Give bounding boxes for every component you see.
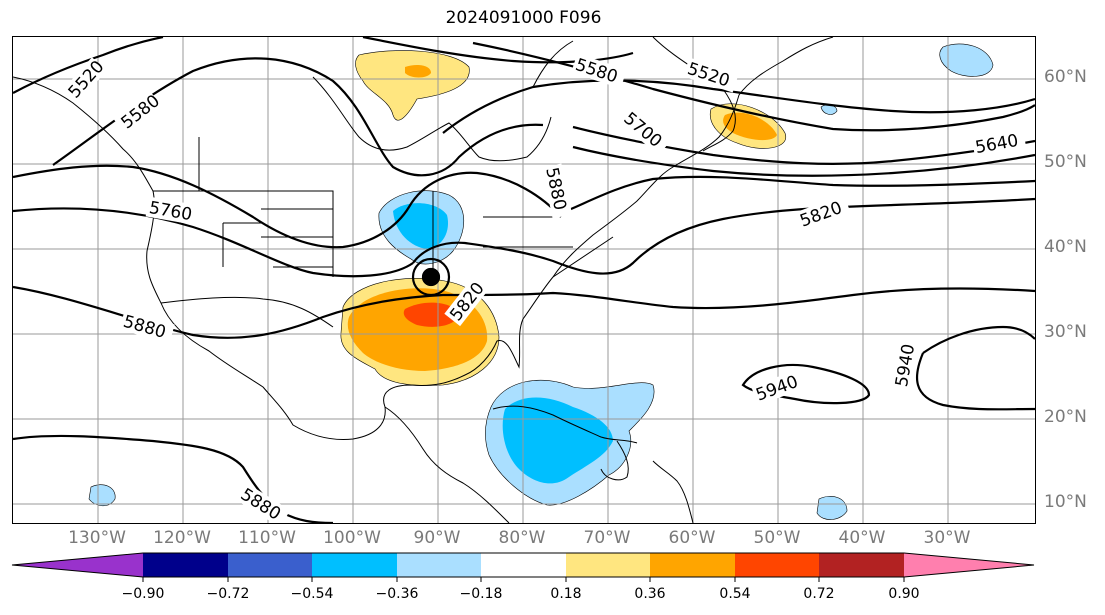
latitude-label-60n: 60°N bbox=[1044, 67, 1087, 87]
graticule bbox=[13, 37, 1035, 523]
colorbar-segment-7 bbox=[650, 553, 735, 577]
longitude-label-110w: 110°W bbox=[238, 528, 296, 548]
colorbar-tick-neg-018: −0.18 bbox=[459, 586, 503, 602]
colorbar-segment-9 bbox=[819, 553, 904, 577]
colorbar-segment-max bbox=[904, 553, 1034, 577]
colorbar-segment-3 bbox=[312, 553, 397, 577]
contour-label-5520-west: 5520 bbox=[65, 57, 109, 103]
colorbar-tick-090: 0.90 bbox=[888, 586, 920, 602]
colorbar bbox=[11, 552, 1035, 582]
latitude-label-50n: 50°N bbox=[1044, 152, 1087, 172]
contour-label-5940-east: 5940 bbox=[892, 342, 919, 388]
contour-label-5880-south: 5880 bbox=[237, 485, 284, 523]
latitude-label-30n: 30°N bbox=[1044, 322, 1087, 342]
contour-label-5940-atlantic: 5940 bbox=[753, 372, 800, 406]
contour-label-5760: 5760 bbox=[147, 198, 193, 225]
longitude-label-30w: 30°W bbox=[923, 528, 971, 548]
latitude-label-20n: 20°N bbox=[1044, 407, 1087, 427]
contour-label-5880-lakes: 5880 bbox=[541, 166, 570, 212]
longitude-label-50w: 50°W bbox=[753, 528, 801, 548]
anomaly-negative-small-1 bbox=[88, 484, 116, 507]
colorbar-segment-1 bbox=[143, 553, 228, 577]
colorbar-segment-8 bbox=[735, 553, 819, 577]
longitude-label-70w: 70°W bbox=[583, 528, 631, 548]
contour-label-5640: 5640 bbox=[974, 131, 1020, 158]
contour-label-5820-atlantic: 5820 bbox=[797, 198, 844, 232]
contour-label-5580-west: 5580 bbox=[117, 91, 163, 133]
longitude-label-80w: 80°W bbox=[498, 528, 546, 548]
longitude-label-120w: 120°W bbox=[153, 528, 211, 548]
colorbar-tick-marks bbox=[142, 577, 905, 582]
longitude-label-90w: 90°W bbox=[413, 528, 461, 548]
colorbar-segment-5 bbox=[481, 553, 566, 577]
colorbar-segment-min bbox=[12, 553, 143, 577]
longitude-label-40w: 40°W bbox=[838, 528, 886, 548]
map-title: 2024091000 F096 bbox=[445, 8, 602, 28]
latitude-label-10n: 10°N bbox=[1044, 492, 1087, 512]
colorbar-tick-036: 0.36 bbox=[634, 586, 666, 602]
longitude-label-100w: 100°W bbox=[323, 528, 381, 548]
colorbar-tick-neg-036: −0.36 bbox=[375, 586, 419, 602]
latitude-label-40n: 40°N bbox=[1044, 237, 1087, 257]
anomaly-shading bbox=[88, 43, 994, 520]
anomaly-positive-atlantic-core bbox=[723, 112, 777, 141]
anomaly-negative-northatlantic bbox=[939, 43, 994, 77]
longitude-label-60w: 60°W bbox=[668, 528, 716, 548]
contour-label-5880-west: 5880 bbox=[121, 312, 168, 343]
colorbar-segment-2 bbox=[228, 553, 312, 577]
colorbar-tick-neg-072: −0.72 bbox=[206, 586, 250, 602]
colorbar-tick-018: 0.18 bbox=[550, 586, 582, 602]
colorbar-segment-4 bbox=[397, 553, 481, 577]
anomaly-positive-gulf-core bbox=[403, 302, 459, 327]
anomaly-negative-plains-core bbox=[393, 203, 449, 249]
colorbar-segment-6 bbox=[566, 553, 650, 577]
colorbar-tick-054: 0.54 bbox=[719, 586, 751, 602]
longitude-label-130w: 130°W bbox=[68, 528, 126, 548]
anomaly-positive-hudson-core bbox=[405, 65, 431, 78]
colorbar-tick-neg-090: −0.90 bbox=[121, 586, 165, 602]
map-frame[interactable]: 5520 5580 5580 5520 5700 5640 5880 5760 … bbox=[12, 36, 1036, 524]
colorbar-tick-072: 0.72 bbox=[803, 586, 835, 602]
colorbar-tick-neg-054: −0.54 bbox=[290, 586, 334, 602]
storm-center-icon[interactable] bbox=[422, 268, 440, 286]
anomaly-negative-small-2 bbox=[816, 496, 848, 520]
anomaly-positive-hudson bbox=[355, 50, 470, 121]
